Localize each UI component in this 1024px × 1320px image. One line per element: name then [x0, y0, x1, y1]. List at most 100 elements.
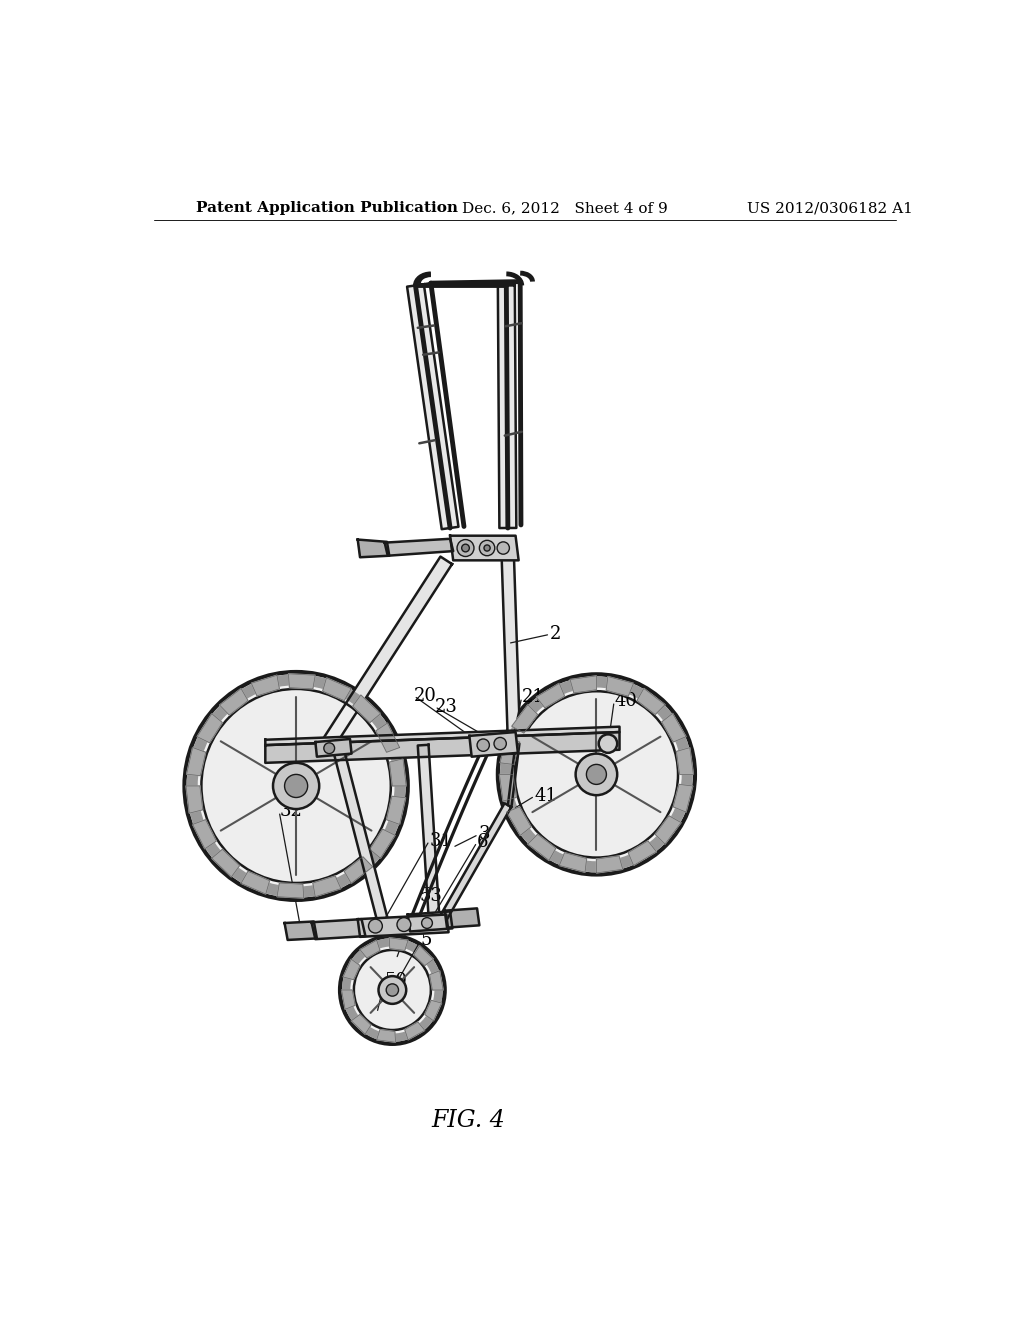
- Polygon shape: [527, 834, 556, 861]
- Ellipse shape: [285, 775, 307, 797]
- Polygon shape: [418, 744, 440, 929]
- Polygon shape: [343, 960, 360, 979]
- Polygon shape: [606, 677, 634, 696]
- Polygon shape: [512, 705, 538, 733]
- Circle shape: [599, 734, 617, 752]
- Text: Patent Application Publication: Patent Application Publication: [196, 202, 458, 215]
- Text: 6: 6: [477, 833, 488, 851]
- Polygon shape: [351, 1015, 371, 1034]
- Polygon shape: [408, 284, 459, 529]
- Polygon shape: [629, 841, 656, 866]
- Ellipse shape: [354, 950, 431, 1030]
- Ellipse shape: [515, 692, 678, 858]
- Circle shape: [422, 917, 432, 928]
- Polygon shape: [444, 908, 479, 928]
- Text: 31: 31: [429, 832, 453, 850]
- Polygon shape: [342, 990, 355, 1010]
- Polygon shape: [502, 558, 520, 742]
- Polygon shape: [285, 921, 316, 940]
- Text: 3: 3: [478, 825, 490, 843]
- Text: US 2012/0306182 A1: US 2012/0306182 A1: [746, 202, 912, 215]
- Circle shape: [369, 919, 382, 933]
- Polygon shape: [570, 676, 596, 693]
- Polygon shape: [219, 689, 248, 715]
- Polygon shape: [323, 678, 351, 701]
- Polygon shape: [408, 911, 453, 932]
- Circle shape: [462, 544, 469, 552]
- Polygon shape: [186, 747, 206, 776]
- Polygon shape: [357, 915, 449, 937]
- Ellipse shape: [184, 672, 408, 900]
- Polygon shape: [559, 853, 587, 873]
- Text: 50: 50: [385, 972, 408, 990]
- Circle shape: [494, 738, 506, 750]
- Polygon shape: [389, 759, 407, 785]
- Polygon shape: [385, 539, 454, 556]
- Text: 5: 5: [421, 931, 432, 949]
- Polygon shape: [500, 775, 516, 801]
- Circle shape: [477, 739, 489, 751]
- Polygon shape: [677, 747, 693, 775]
- Polygon shape: [324, 557, 452, 746]
- Ellipse shape: [379, 977, 407, 1003]
- Polygon shape: [386, 796, 406, 825]
- Polygon shape: [425, 1001, 441, 1020]
- Polygon shape: [404, 1022, 425, 1040]
- Polygon shape: [212, 849, 240, 876]
- Polygon shape: [655, 816, 681, 843]
- Polygon shape: [376, 723, 399, 752]
- Polygon shape: [315, 739, 351, 756]
- Polygon shape: [360, 940, 380, 958]
- Polygon shape: [500, 737, 519, 764]
- Circle shape: [397, 917, 411, 932]
- Ellipse shape: [340, 936, 444, 1044]
- Polygon shape: [193, 820, 216, 849]
- Polygon shape: [357, 540, 389, 557]
- Polygon shape: [389, 937, 409, 950]
- Polygon shape: [377, 1030, 395, 1043]
- Polygon shape: [311, 919, 366, 940]
- Text: 32: 32: [280, 803, 302, 820]
- Polygon shape: [241, 871, 269, 894]
- Circle shape: [457, 540, 474, 557]
- Polygon shape: [451, 536, 518, 561]
- Circle shape: [479, 540, 495, 556]
- Polygon shape: [251, 676, 280, 696]
- Polygon shape: [414, 946, 433, 965]
- Polygon shape: [537, 684, 564, 708]
- Polygon shape: [430, 970, 443, 990]
- Text: Dec. 6, 2012   Sheet 4 of 9: Dec. 6, 2012 Sheet 4 of 9: [462, 202, 668, 215]
- Polygon shape: [437, 804, 511, 924]
- Polygon shape: [289, 673, 315, 689]
- Circle shape: [324, 743, 335, 754]
- Text: 21: 21: [521, 689, 545, 706]
- Polygon shape: [265, 733, 620, 763]
- Text: 23: 23: [435, 698, 458, 715]
- Ellipse shape: [386, 983, 398, 997]
- Polygon shape: [662, 713, 686, 742]
- Ellipse shape: [273, 763, 319, 809]
- Ellipse shape: [587, 764, 606, 784]
- Circle shape: [484, 545, 490, 552]
- Ellipse shape: [202, 689, 391, 883]
- Text: 40: 40: [614, 692, 637, 710]
- Polygon shape: [312, 876, 341, 896]
- Text: 20: 20: [414, 686, 437, 705]
- Text: 53: 53: [419, 887, 442, 906]
- Circle shape: [497, 541, 509, 554]
- Polygon shape: [673, 784, 693, 812]
- Polygon shape: [198, 714, 222, 743]
- Ellipse shape: [575, 754, 617, 795]
- Polygon shape: [507, 807, 531, 836]
- Text: 41: 41: [535, 787, 558, 805]
- Polygon shape: [370, 829, 395, 858]
- Ellipse shape: [498, 675, 695, 875]
- Text: FIG. 4: FIG. 4: [431, 1109, 505, 1133]
- Polygon shape: [416, 281, 520, 285]
- Polygon shape: [469, 733, 518, 756]
- Polygon shape: [596, 855, 623, 873]
- Polygon shape: [498, 285, 516, 528]
- Polygon shape: [186, 785, 203, 813]
- Polygon shape: [265, 726, 620, 744]
- Polygon shape: [333, 748, 390, 929]
